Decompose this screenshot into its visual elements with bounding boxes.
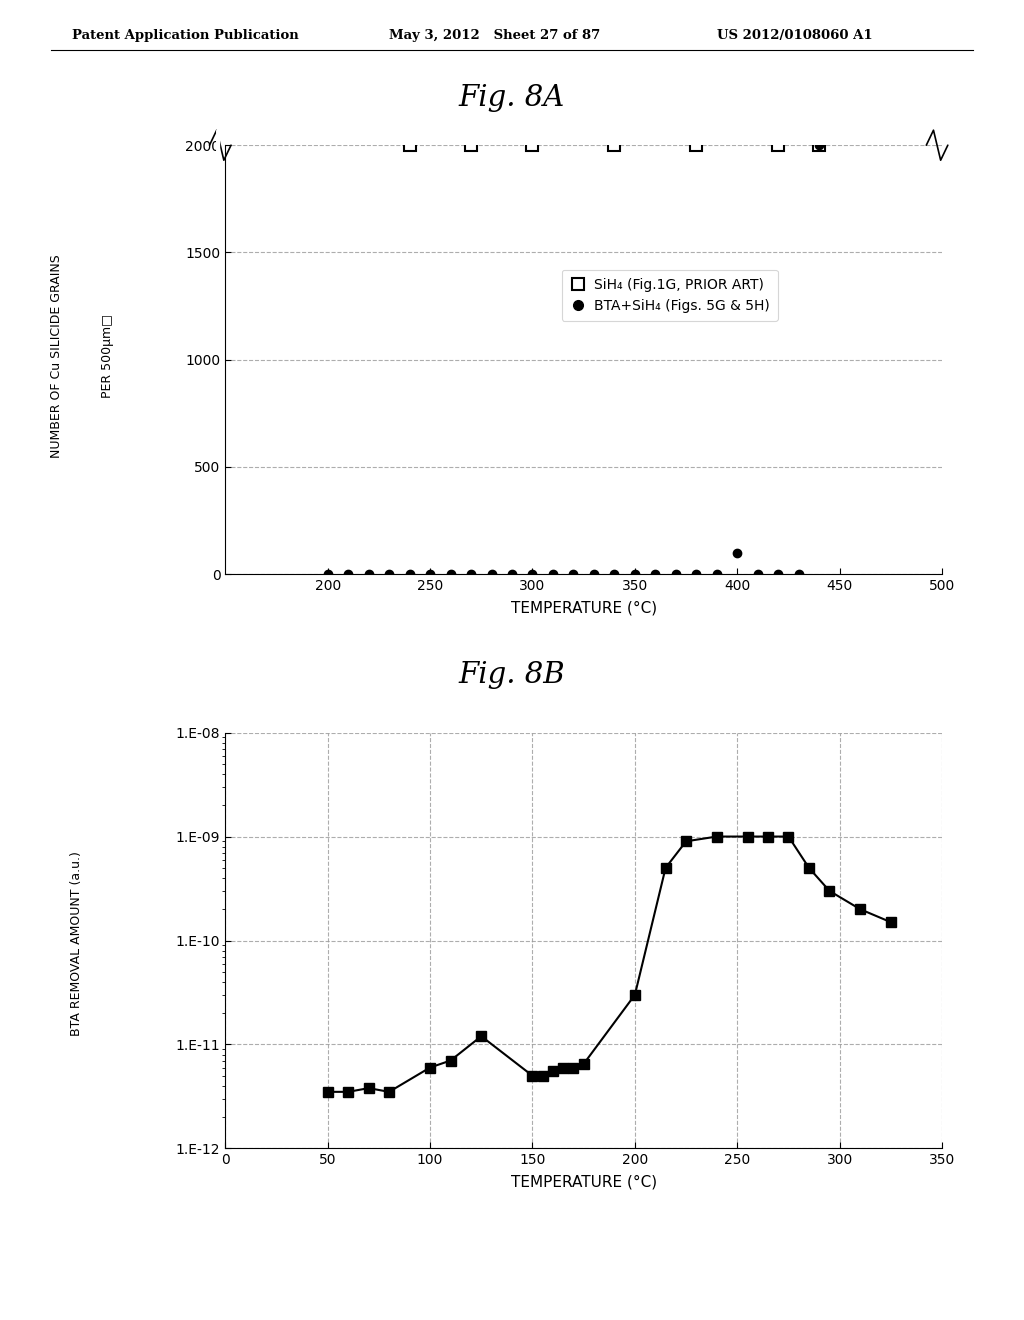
X-axis label: TEMPERATURE (°C): TEMPERATURE (°C) [511, 1175, 656, 1189]
Text: BTA REMOVAL AMOUNT (a.u.): BTA REMOVAL AMOUNT (a.u.) [71, 851, 83, 1036]
Text: US 2012/0108060 A1: US 2012/0108060 A1 [717, 29, 872, 42]
Text: Patent Application Publication: Patent Application Publication [72, 29, 298, 42]
Text: Fig. 8A: Fig. 8A [459, 84, 565, 112]
Text: NUMBER OF Cu SILICIDE GRAINS: NUMBER OF Cu SILICIDE GRAINS [50, 255, 62, 458]
Legend: SiH₄ (Fig.1G, PRIOR ART), BTA+SiH₄ (Figs. 5G & 5H): SiH₄ (Fig.1G, PRIOR ART), BTA+SiH₄ (Figs… [562, 269, 777, 321]
Text: Fig. 8B: Fig. 8B [459, 661, 565, 689]
Text: May 3, 2012   Sheet 27 of 87: May 3, 2012 Sheet 27 of 87 [389, 29, 600, 42]
Text: PER 500μm□: PER 500μm□ [101, 314, 114, 399]
X-axis label: TEMPERATURE (°C): TEMPERATURE (°C) [511, 601, 656, 615]
